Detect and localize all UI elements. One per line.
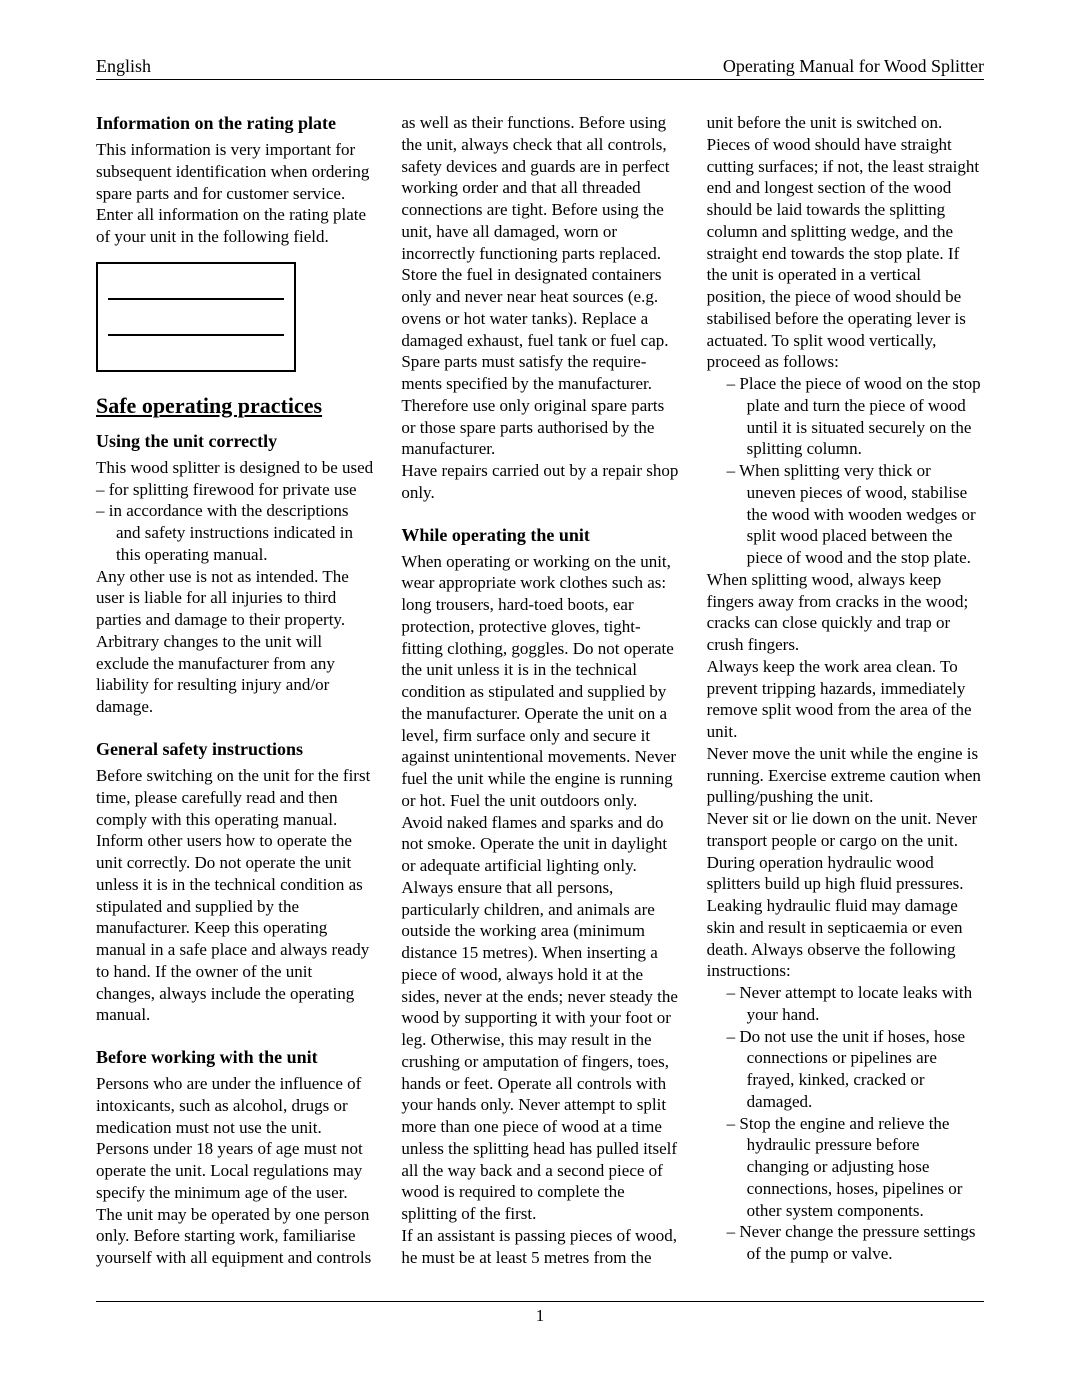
list-item: Do not use the unit if hoses, hose conne… [707, 1026, 984, 1113]
heading-general-safety: General safety instructions [96, 738, 373, 761]
paragraph: This wood splitter is designed to be use… [96, 457, 373, 479]
paragraph: When operating or working on the unit, w… [401, 551, 678, 1225]
bullet-list: Never attempt to locate leaks with your … [707, 982, 984, 1265]
paragraph: This information is very important for s… [96, 139, 373, 204]
heading-safe-practices: Safe operating practices [96, 392, 373, 420]
rating-plate-line [108, 334, 284, 336]
paragraph: Arbitrary changes to the unit will exclu… [96, 631, 373, 718]
list-item: Place the piece of wood on the stop plat… [707, 373, 984, 460]
paragraph: Have repairs carried out by a repair sho… [401, 460, 678, 504]
paragraph: Before switching on the unit for the fir… [96, 765, 373, 1026]
paragraph: Enter all information on the rating plat… [96, 204, 373, 248]
heading-rating-plate: Information on the rating plate [96, 112, 373, 135]
list-item: Never attempt to locate leaks with your … [707, 982, 984, 1026]
paragraph: Never sit or lie down on the unit. Never… [707, 808, 984, 852]
bullet-list: for splitting firewood for private use i… [96, 479, 373, 566]
rating-plate-input-box[interactable] [96, 262, 296, 372]
heading-while-operating: While operating the unit [401, 524, 678, 547]
paragraph: Store the fuel in designated containers … [401, 264, 678, 351]
paragraph: Always keep the work area clean. To prev… [707, 656, 984, 743]
list-item: for splitting firewood for private use [96, 479, 373, 501]
page-header: English Operating Manual for Wood Splitt… [96, 56, 984, 80]
header-left: English [96, 56, 151, 77]
heading-before-working: Before working with the unit [96, 1046, 373, 1069]
paragraph: When splitting wood, always keep fingers… [707, 569, 984, 656]
heading-using-correctly: Using the unit correctly [96, 430, 373, 453]
list-item: in accordance with the descriptions and … [96, 500, 373, 565]
header-right: Operating Manual for Wood Splitter [723, 56, 984, 77]
page-footer: 1 [96, 1301, 984, 1326]
list-item: Never change the pressure settings of th… [707, 1221, 984, 1265]
paragraph: Never move the unit while the engine is … [707, 743, 984, 808]
rating-plate-line [108, 298, 284, 300]
page-number: 1 [536, 1306, 545, 1325]
list-item: When splitting very thick or uneven piec… [707, 460, 984, 569]
paragraph: Persons who are under the influence of i… [96, 1073, 373, 1204]
bullet-list: Place the piece of wood on the stop plat… [707, 373, 984, 569]
paragraph: During operation hydraulic wood splitter… [707, 852, 984, 983]
content-columns: Information on the rating plate This inf… [96, 112, 984, 1269]
paragraph: Any other use is not as intended. The us… [96, 566, 373, 631]
list-item: Stop the engine and relieve the hydrauli… [707, 1113, 984, 1222]
paragraph: Spare parts must satisfy the require­men… [401, 351, 678, 460]
